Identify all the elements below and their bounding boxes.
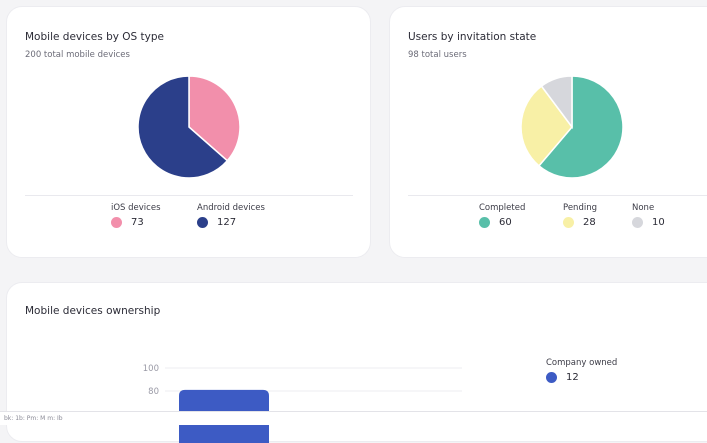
os-type-pie-chart[interactable]	[137, 75, 241, 179]
pie-slice-android-devices[interactable]	[137, 75, 229, 179]
footer-strip: bk: 1b: Pm: M m: Ib	[0, 411, 707, 425]
divider	[25, 195, 353, 196]
y-tick-label: 80	[148, 387, 159, 397]
os-type-card: Mobile devices by OS type 200 total mobi…	[6, 6, 371, 258]
legend-value: 12	[566, 372, 579, 383]
legend-none[interactable]: None 10	[632, 203, 665, 228]
pie-slice-ios-devices[interactable]	[188, 75, 241, 162]
pie-slice-none[interactable]	[540, 75, 573, 130]
legend-label: Company owned	[546, 358, 618, 368]
legend-value: 60	[499, 217, 512, 228]
legend-completed[interactable]: Completed 60	[479, 203, 525, 228]
y-tick-label: 100	[143, 364, 159, 374]
card-title: Mobile devices by OS type	[25, 31, 165, 43]
card-subtitle: 98 total users	[408, 50, 467, 60]
legend-label: Android devices	[197, 203, 265, 213]
pie-slice-pending[interactable]	[520, 85, 573, 167]
legend-label: iOS devices	[111, 203, 161, 213]
card-subtitle: 200 total mobile devices	[25, 50, 130, 60]
legend-ios[interactable]: iOS devices 73	[111, 203, 161, 228]
legend-label: Completed	[479, 203, 526, 213]
footer-text: bk: 1b: Pm: M m: Ib	[4, 415, 63, 422]
legend-value: 73	[131, 217, 144, 228]
invitation-state-pie-chart[interactable]	[520, 75, 624, 179]
legend-dot-icon	[197, 217, 208, 228]
legend-dot-icon	[546, 372, 557, 383]
card-title: Mobile devices ownership	[25, 305, 161, 317]
divider	[408, 195, 707, 196]
legend-android[interactable]: Android devices 127	[197, 203, 265, 228]
card-title: Users by invitation state	[408, 31, 537, 43]
legend-dot-icon	[111, 217, 122, 228]
legend-dot-icon	[479, 217, 490, 228]
legend-label: Pending	[563, 203, 597, 213]
invitation-state-card: Users by invitation state 98 total users…	[389, 6, 707, 258]
legend-dot-icon	[632, 217, 643, 228]
pie-slice-completed[interactable]	[537, 75, 624, 179]
legend-label: None	[632, 203, 655, 213]
legend-dot-icon	[563, 217, 574, 228]
legend-value: 28	[583, 217, 596, 228]
legend-value: 127	[217, 217, 237, 228]
legend-pending[interactable]: Pending 28	[563, 203, 597, 228]
legend-value: 10	[652, 217, 665, 228]
legend-company-owned[interactable]: Company owned 12	[546, 358, 617, 383]
